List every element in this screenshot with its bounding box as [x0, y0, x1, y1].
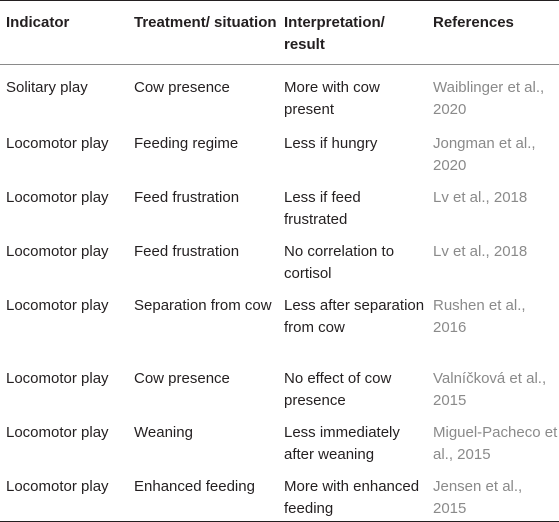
cell-indicator: Locomotor play: [6, 369, 109, 387]
cell-interpretation: Less if feed frustrated: [284, 188, 361, 228]
table-row: Locomotor play Feeding regime Less if hu…: [0, 125, 559, 179]
cell-interpretation: More with enhanced feeding: [278, 467, 427, 522]
cell-interpretation: Less if hungry: [284, 134, 378, 152]
cell-treatment: Cow presence: [134, 79, 230, 96]
cell-reference: Valníčková et al., 2015: [433, 369, 547, 409]
header-treatment: Treatment/ situation: [128, 0, 278, 65]
cell-interpretation: No effect of cow presence: [284, 369, 392, 409]
cell-reference: Rushen et al., 2016: [433, 296, 526, 336]
table-row: Solitary play Cow presence More with cow…: [0, 65, 559, 125]
table-row: Locomotor play Weaning Less immediately …: [0, 414, 559, 468]
cell-indicator: Locomotor play: [6, 242, 109, 260]
cell-interpretation: More with cow present: [284, 79, 380, 118]
table-row: Locomotor play Enhanced feeding More wit…: [0, 467, 559, 522]
cell-interpretation: Less immediately after weaning: [284, 423, 400, 463]
header-interpretation: Interpretation/ result: [278, 0, 427, 65]
cell-treatment: Feeding regime: [134, 134, 239, 152]
cell-treatment: Enhanced feeding: [128, 467, 278, 522]
cell-reference: Waiblinger et al., 2020: [433, 79, 545, 118]
cell-interpretation: Less after separation from cow: [284, 296, 425, 336]
table-row: Locomotor play Feed frustration Less if …: [0, 179, 559, 233]
cell-indicator: Locomotor play: [0, 467, 128, 522]
cell-interpretation: No correlation to cortisol: [284, 242, 395, 282]
cell-treatment: Separation from cow: [134, 296, 272, 314]
cell-treatment: Feed frustration: [134, 188, 240, 206]
cell-treatment: Weaning: [134, 423, 193, 441]
cell-treatment: Feed frustration: [134, 242, 240, 260]
header-row: Indicator Treatment/ situation Interpret…: [0, 0, 559, 65]
table-row: Locomotor play Cow presence No effect of…: [0, 360, 559, 414]
header-indicator: Indicator: [0, 0, 128, 65]
cell-treatment: Cow presence: [134, 369, 230, 387]
cell-indicator: Locomotor play: [6, 423, 109, 441]
cell-indicator: Locomotor play: [6, 134, 109, 152]
header-references: References: [427, 0, 559, 65]
cell-indicator: Locomotor play: [6, 296, 109, 314]
cell-indicator: Solitary play: [6, 79, 88, 96]
cell-indicator: Locomotor play: [6, 188, 109, 206]
cell-reference: Lv et al., 2018: [433, 242, 528, 260]
cell-reference: Lv et al., 2018: [433, 188, 528, 206]
cell-reference: Jongman et al., 2020: [433, 134, 536, 174]
table-row: Locomotor play Feed frustration No corre…: [0, 233, 559, 287]
cell-reference: Jensen et al., 2015: [427, 467, 559, 522]
table-row: Locomotor play Separation from cow Less …: [0, 287, 559, 360]
cell-reference: Miguel-Pacheco et al., 2015: [433, 423, 558, 463]
